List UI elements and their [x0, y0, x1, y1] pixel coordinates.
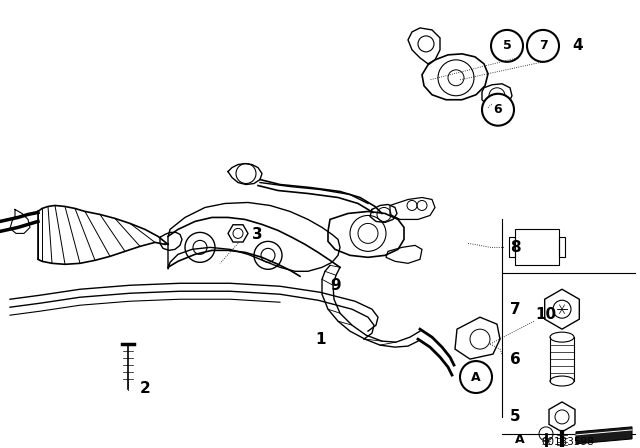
- Text: 1: 1: [315, 332, 326, 347]
- Text: 7: 7: [510, 302, 520, 317]
- Text: 10: 10: [535, 307, 556, 322]
- Text: 4: 4: [572, 39, 582, 53]
- Circle shape: [460, 361, 492, 393]
- Circle shape: [491, 30, 523, 62]
- Text: 7: 7: [539, 39, 547, 52]
- Text: 00133598: 00133598: [541, 437, 595, 447]
- Text: 6: 6: [493, 103, 502, 116]
- Text: 8: 8: [510, 240, 520, 255]
- Text: 5: 5: [510, 409, 520, 424]
- Text: 2: 2: [140, 382, 151, 396]
- Text: A: A: [471, 370, 481, 383]
- Polygon shape: [576, 427, 632, 444]
- Text: A: A: [515, 433, 525, 446]
- Text: 5: 5: [502, 39, 511, 52]
- Circle shape: [527, 30, 559, 62]
- Text: 3: 3: [252, 227, 262, 242]
- Text: 6: 6: [510, 352, 521, 366]
- Text: 9: 9: [330, 278, 340, 293]
- Circle shape: [482, 94, 514, 126]
